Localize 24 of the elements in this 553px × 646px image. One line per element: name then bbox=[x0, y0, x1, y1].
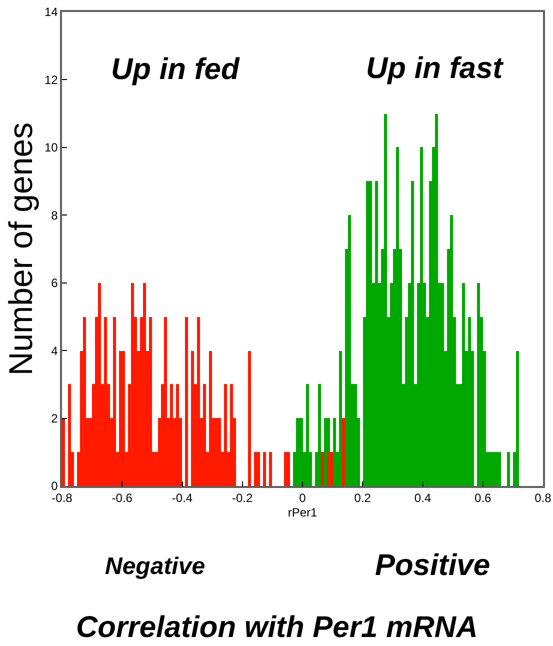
x-tick-label: 0.2 bbox=[354, 491, 372, 506]
y-tick-label: 4 bbox=[51, 344, 58, 358]
text: Positive bbox=[375, 549, 490, 582]
x-axis-title: rPer1 bbox=[288, 506, 318, 520]
x-tick-label: 0 bbox=[299, 491, 306, 506]
y-tick-label: 2 bbox=[51, 411, 58, 426]
text: Correlation with Per1 mRNA bbox=[76, 611, 478, 644]
x-tick-label: 0.6 bbox=[474, 491, 492, 506]
text: Negative bbox=[105, 553, 206, 580]
x-tick-label: 0.4 bbox=[414, 491, 432, 506]
x-tick-label: -0.6 bbox=[112, 491, 133, 506]
y-tick-label: 10 bbox=[44, 140, 58, 155]
y-tick-label: 12 bbox=[44, 72, 58, 87]
y-tick-label: 14 bbox=[44, 5, 58, 20]
x-tick-label: -0.2 bbox=[232, 491, 254, 506]
y-axis-title: Number of genes bbox=[2, 122, 39, 376]
annotation: Up in fast bbox=[366, 52, 505, 85]
x-tick-label: 0.8 bbox=[534, 491, 552, 506]
x-tick-label: -0.8 bbox=[52, 491, 73, 506]
y-tick-label: 8 bbox=[51, 208, 58, 222]
y-tick-label: 6 bbox=[51, 276, 58, 290]
x-tick-label: -0.4 bbox=[172, 491, 193, 506]
annotation: Up in fed bbox=[111, 53, 240, 86]
y-tick-label: 0 bbox=[51, 479, 58, 494]
